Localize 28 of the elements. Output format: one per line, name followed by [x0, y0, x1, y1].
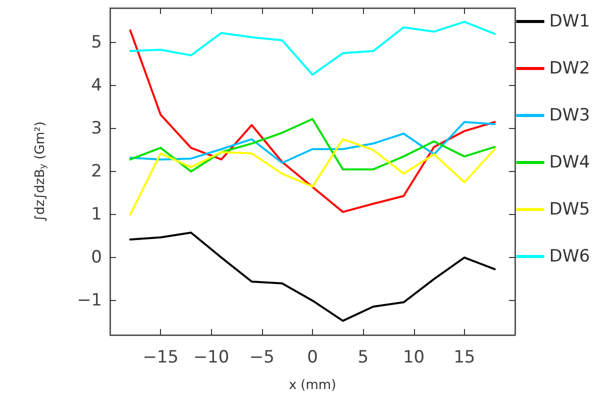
x-axis-title: x (mm) [288, 378, 336, 393]
y-tick-label: 0 [91, 248, 102, 268]
legend-label: DW3 [549, 106, 590, 126]
line-series [129, 29, 496, 213]
line-series [129, 232, 496, 322]
x-tick-label: 10 [402, 348, 425, 368]
y-tick-label: 5 [91, 32, 102, 52]
y-axis-title: ∫dz∫dzBy (Gm²) [33, 121, 48, 222]
y-tick-label: −1 [76, 290, 102, 311]
line-series [129, 138, 496, 216]
y-tick-label: 3 [91, 118, 102, 138]
y-tick-label: 2 [91, 162, 102, 182]
legend-label: DW6 [549, 246, 590, 266]
legend-label: DW1 [549, 12, 590, 32]
x-tick-label: −15 [142, 348, 179, 368]
legend-label: DW2 [549, 58, 590, 78]
x-tick-label: 0 [307, 348, 318, 368]
legend-label: DW5 [549, 200, 590, 220]
x-tick-label: 15 [454, 348, 476, 368]
line-series [129, 118, 496, 172]
x-tick-label: −10 [193, 348, 230, 368]
legend-label: DW4 [549, 152, 590, 172]
line-series [129, 121, 496, 164]
x-tick-label: −5 [249, 348, 274, 368]
x-tick-label: 5 [358, 348, 369, 368]
line-series [129, 20, 496, 76]
y-tick-label: 4 [91, 75, 102, 96]
y-tick-label: 1 [91, 204, 102, 225]
